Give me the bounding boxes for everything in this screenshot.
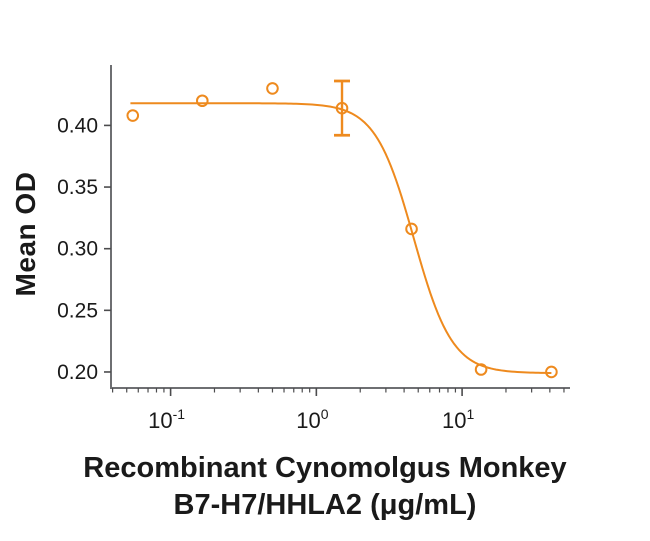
x-axis-caption-line2: B7-H7/HHLA2 (μg/mL) bbox=[173, 489, 477, 521]
error-bar bbox=[334, 79, 351, 137]
data-points bbox=[126, 82, 558, 379]
data-point-marker bbox=[266, 82, 279, 95]
x-axis-caption-line1: Recombinant Cynomolgus Monkey bbox=[83, 452, 567, 484]
axis-ticks bbox=[104, 124, 565, 396]
data-point-marker bbox=[335, 101, 349, 115]
data-point-marker bbox=[474, 363, 488, 376]
x-axis-caption: Recombinant Cynomolgus Monkey B7-H7/HHLA… bbox=[0, 450, 650, 524]
tick-labels: 0.40 0.35 0.30 0.25 0.20 10-1 100 101 bbox=[57, 114, 474, 433]
data-point-marker bbox=[545, 365, 558, 379]
fit-curve bbox=[130, 102, 552, 374]
y-tick-label: 0.20 bbox=[57, 361, 98, 384]
x-tick-label: 10-1 bbox=[148, 406, 185, 433]
y-tick-label: 0.35 bbox=[57, 176, 98, 199]
y-tick-label: 0.30 bbox=[57, 238, 98, 261]
x-tick-label: 101 bbox=[442, 406, 474, 433]
y-tick-label: 0.25 bbox=[57, 299, 98, 322]
y-axis-label: Mean OD bbox=[10, 171, 41, 297]
data-point-marker bbox=[196, 94, 209, 108]
data-point-marker bbox=[405, 222, 418, 236]
fit-curve-path bbox=[130, 102, 552, 374]
data-point-marker bbox=[126, 109, 140, 122]
x-tick-label: 100 bbox=[296, 406, 328, 433]
axes bbox=[110, 65, 570, 389]
y-tick-label: 0.40 bbox=[57, 114, 98, 137]
